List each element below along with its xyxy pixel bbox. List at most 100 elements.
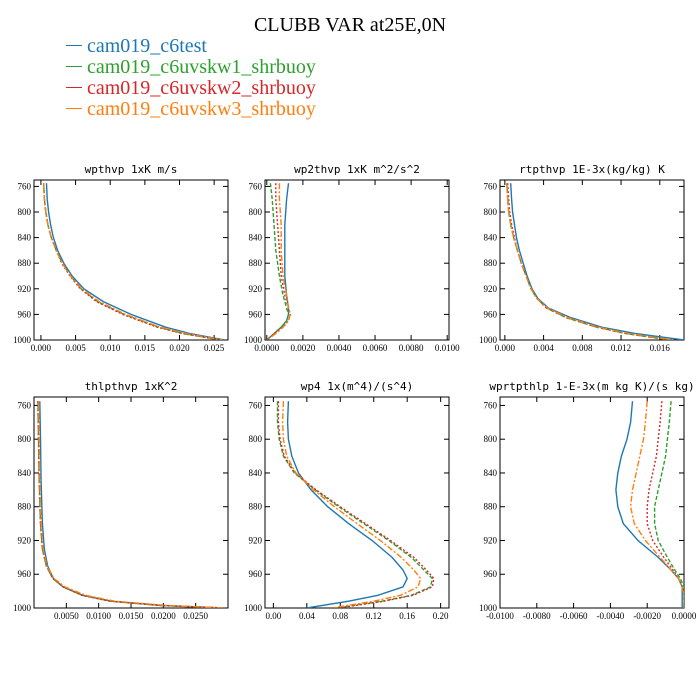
y-tick-label: 880	[249, 502, 263, 512]
y-tick-label: 800	[249, 434, 263, 444]
y-tick-label: 760	[249, 181, 263, 191]
x-tick-label: 0.0040	[327, 343, 352, 353]
x-tick-label: 0.010	[100, 343, 121, 353]
x-tick-label: 0.004	[533, 343, 554, 353]
y-tick-label: 960	[249, 309, 263, 319]
series-line-4	[266, 183, 292, 340]
chart-panel: wp4 1x(m^4)/(s^4)76080084088092096010000…	[244, 380, 450, 621]
legend-swatch	[66, 107, 82, 109]
x-tick-label: 0.0050	[54, 611, 79, 621]
x-tick-label: 0.005	[65, 343, 86, 353]
x-tick-label: 0.008	[572, 343, 593, 353]
y-tick-label: 960	[18, 569, 32, 579]
panel-title: wp4 1x(m^4)/(s^4)	[301, 380, 414, 393]
series-line-3	[507, 183, 672, 340]
panel-title: wpthvp 1xK m/s	[85, 163, 178, 176]
x-tick-label: 0.0020	[291, 343, 316, 353]
x-tick-label: 0.0060	[363, 343, 388, 353]
y-tick-label: 840	[18, 468, 32, 478]
y-tick-label: 920	[484, 535, 498, 545]
chart-panel: wp2thvp 1xK m^2/s^2 760 800 840 880 920 960 100…	[244, 163, 460, 353]
y-tick-label: 800	[484, 207, 498, 217]
chart-panel: wprtpthlp 1-E-3x(m kg K)/(s kg) 760 800 840…	[479, 380, 697, 621]
chart-panel: wpthvp 1xK m/s76080084088092096010000.00…	[13, 163, 229, 353]
panel-title: rtpthvp 1E-3x(kg/kg) K	[519, 163, 665, 176]
y-tick-label: 1000	[479, 335, 498, 345]
plot-frame	[264, 396, 450, 609]
series-line-1	[45, 183, 225, 340]
y-tick-label: 1000	[244, 603, 263, 613]
x-tick-label: 0.16	[399, 611, 415, 621]
x-tick-label: 0.0250	[183, 611, 208, 621]
y-tick-label: 800	[249, 207, 263, 217]
y-tick-label: 840	[18, 233, 32, 243]
series-line-4	[37, 401, 225, 608]
x-tick-label: -0.0100	[486, 611, 514, 621]
legend-label: cam019_c6uvskw1_shrbuoy	[87, 56, 316, 78]
y-tick-label: 760	[249, 400, 263, 410]
series-line-1	[615, 401, 683, 608]
legend-entry: cam019_c6uvskw2_shrbuoy	[66, 78, 316, 99]
legend: cam019_c6test cam019_c6uvskw1_shrbuoy ca…	[66, 36, 316, 120]
panel-title: wp2thvp 1xK m^2/s^2	[294, 163, 420, 176]
x-tick-label: 0.08	[332, 611, 348, 621]
panel-title: thlpthvp 1xK^2	[85, 380, 178, 393]
series-line-1	[266, 183, 290, 340]
x-tick-label: -0.0080	[523, 611, 551, 621]
figure-title: CLUBB VAR at25E,0N	[253, 14, 447, 36]
series-line-2	[506, 183, 670, 340]
y-tick-label: 840	[484, 468, 498, 478]
x-tick-label: 0.12	[366, 611, 382, 621]
plot-frame	[33, 396, 229, 609]
x-tick-label: -0.0040	[597, 611, 625, 621]
y-tick-label: 920	[249, 284, 263, 294]
series-line-2	[266, 183, 290, 340]
y-tick-label: 760	[484, 181, 498, 191]
y-tick-label: 880	[18, 258, 32, 268]
y-tick-label: 760	[484, 400, 498, 410]
x-tick-label: 0.0000	[672, 611, 697, 621]
y-tick-label: 960	[484, 569, 498, 579]
y-tick-label: 840	[249, 233, 263, 243]
legend-swatch	[66, 44, 82, 46]
plot-frame	[499, 179, 685, 341]
y-tick-label: 1000	[479, 603, 498, 613]
x-tick-label: 0.00	[265, 611, 281, 621]
y-tick-label: 920	[18, 284, 32, 294]
x-tick-label: 0.025	[204, 343, 225, 353]
x-tick-label: 0.012	[611, 343, 631, 353]
x-tick-label: 0.016	[650, 343, 671, 353]
legend-swatch	[66, 65, 82, 67]
series-line-2	[37, 401, 222, 608]
y-tick-label: 800	[484, 434, 498, 444]
y-tick-label: 1000	[244, 335, 263, 345]
series-line-3	[646, 401, 684, 608]
x-tick-label: -0.0060	[560, 611, 588, 621]
y-tick-label: 920	[484, 284, 498, 294]
y-tick-label: 880	[484, 502, 498, 512]
series-line-4	[281, 401, 422, 608]
series-line-1	[39, 401, 225, 608]
y-tick-label: 960	[249, 569, 263, 579]
chart-panel: thlpthvp 1xK^2 760 800 840 880 920 960 1000 0.00…	[13, 380, 229, 621]
legend-swatch	[66, 86, 82, 88]
y-tick-label: 760	[18, 400, 32, 410]
x-tick-label: 0.0200	[151, 611, 176, 621]
legend-label: cam019_c6uvskw2_shrbuoy	[87, 77, 316, 99]
plot-frame	[264, 179, 450, 341]
y-tick-label: 760	[18, 181, 32, 191]
y-tick-label: 800	[18, 207, 32, 217]
series-line-3	[266, 183, 292, 340]
y-tick-label: 960	[18, 309, 32, 319]
y-tick-label: 800	[18, 434, 32, 444]
y-tick-label: 1000	[13, 603, 32, 613]
y-tick-label: 960	[484, 309, 498, 319]
x-tick-label: 0.04	[299, 611, 315, 621]
legend-label: cam019_c6test	[87, 35, 207, 57]
x-tick-label: 0.000	[495, 343, 516, 353]
series-line-4	[506, 183, 674, 340]
y-tick-label: 840	[249, 468, 263, 478]
panel-title: wprtpthlp 1-E-3x(m kg K)/(s kg)	[489, 380, 694, 393]
series-line-2	[276, 401, 434, 608]
y-tick-label: 880	[249, 258, 263, 268]
